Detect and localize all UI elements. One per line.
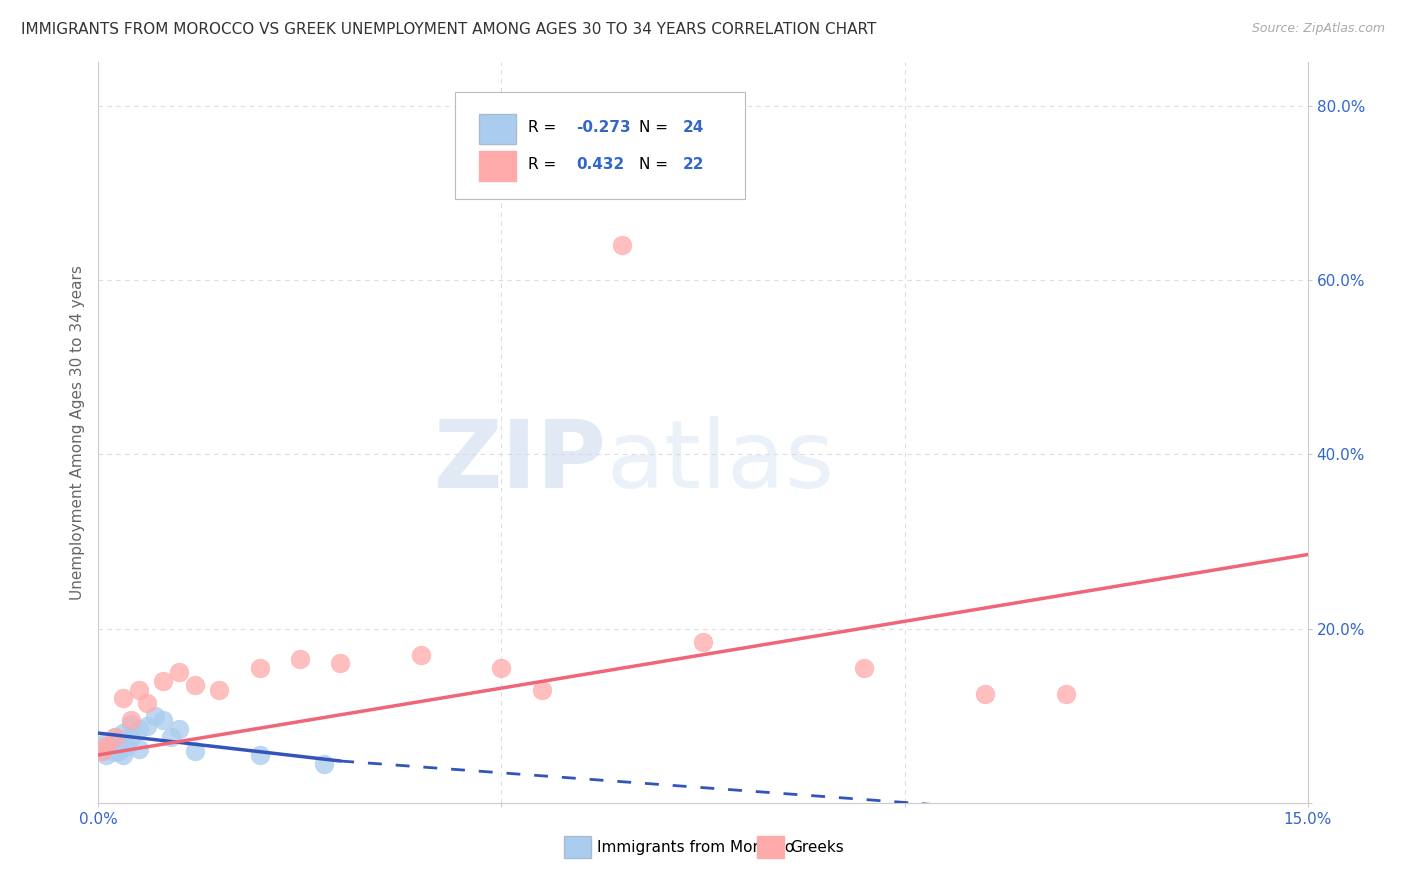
Point xyxy=(96,735,118,749)
FancyBboxPatch shape xyxy=(479,114,516,144)
Point xyxy=(167,722,190,736)
Text: ZIP: ZIP xyxy=(433,417,606,508)
FancyBboxPatch shape xyxy=(758,836,785,858)
Point xyxy=(530,682,553,697)
Point xyxy=(152,713,174,727)
Text: 0.432: 0.432 xyxy=(576,157,624,172)
Point xyxy=(111,691,134,706)
Point xyxy=(184,678,207,692)
Point xyxy=(160,731,183,745)
Text: Immigrants from Morocco: Immigrants from Morocco xyxy=(596,839,794,855)
FancyBboxPatch shape xyxy=(479,152,516,181)
Point xyxy=(111,747,134,762)
Text: N =: N = xyxy=(638,157,673,172)
Point xyxy=(692,634,714,648)
Y-axis label: Unemployment Among Ages 30 to 34 years: Unemployment Among Ages 30 to 34 years xyxy=(69,265,84,600)
FancyBboxPatch shape xyxy=(456,92,745,200)
Point xyxy=(115,739,138,754)
Point xyxy=(249,747,271,762)
Point xyxy=(853,661,876,675)
Point xyxy=(128,682,150,697)
Point xyxy=(314,756,336,771)
Text: R =: R = xyxy=(527,157,561,172)
Point xyxy=(612,238,634,252)
Point xyxy=(107,743,129,757)
Text: atlas: atlas xyxy=(606,417,835,508)
Point xyxy=(120,731,142,745)
Point xyxy=(111,726,134,740)
Point xyxy=(120,717,142,731)
Point xyxy=(91,743,114,757)
Point xyxy=(96,739,118,754)
Point xyxy=(288,652,311,666)
Point xyxy=(103,745,125,759)
Point xyxy=(128,741,150,756)
FancyBboxPatch shape xyxy=(564,836,591,858)
Point xyxy=(100,739,122,754)
Text: 24: 24 xyxy=(682,120,704,135)
Point xyxy=(208,682,231,697)
Text: 22: 22 xyxy=(682,157,704,172)
Point xyxy=(409,648,432,662)
Point xyxy=(167,665,190,680)
Point xyxy=(103,731,125,745)
Point xyxy=(103,731,125,745)
Point xyxy=(184,743,207,757)
Point xyxy=(249,661,271,675)
Point xyxy=(135,696,157,710)
Text: IMMIGRANTS FROM MOROCCO VS GREEK UNEMPLOYMENT AMONG AGES 30 TO 34 YEARS CORRELAT: IMMIGRANTS FROM MOROCCO VS GREEK UNEMPLO… xyxy=(21,22,876,37)
Point xyxy=(152,673,174,688)
Point xyxy=(135,719,157,733)
Text: R =: R = xyxy=(527,120,561,135)
Point xyxy=(120,713,142,727)
Point xyxy=(96,747,118,762)
Text: -0.273: -0.273 xyxy=(576,120,631,135)
Point xyxy=(974,687,997,701)
Point xyxy=(128,722,150,736)
Point xyxy=(491,661,513,675)
Point xyxy=(329,657,352,671)
Point xyxy=(111,733,134,747)
Text: Source: ZipAtlas.com: Source: ZipAtlas.com xyxy=(1251,22,1385,36)
Point xyxy=(91,743,114,757)
Point xyxy=(103,737,125,751)
Text: N =: N = xyxy=(638,120,673,135)
Point xyxy=(143,708,166,723)
Point xyxy=(1054,687,1077,701)
Text: Greeks: Greeks xyxy=(790,839,844,855)
